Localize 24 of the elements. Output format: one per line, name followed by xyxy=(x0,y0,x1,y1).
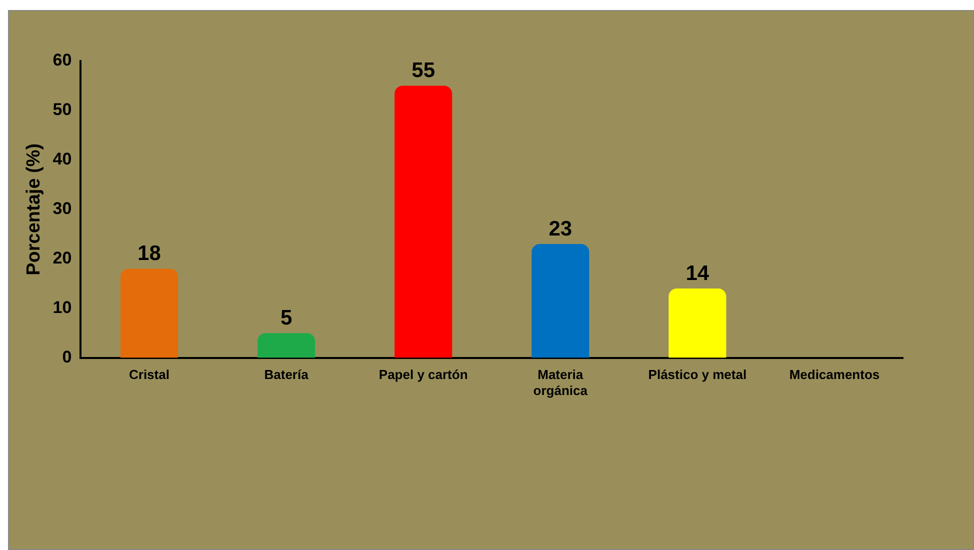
data-label: 18 xyxy=(138,242,162,266)
y-axis-title: Porcentaje (%) xyxy=(24,143,45,276)
data-label: 5 xyxy=(280,306,292,330)
x-tick-label: Materia orgánica xyxy=(533,367,588,398)
data-label: 23 xyxy=(548,217,572,240)
bar xyxy=(668,288,726,358)
data-label: 14 xyxy=(686,262,710,285)
y-tick-label: 30 xyxy=(52,199,72,218)
bar xyxy=(258,333,316,358)
y-tick-label: 50 xyxy=(52,100,72,120)
y-tick-label: 40 xyxy=(52,150,72,169)
data-label: 55 xyxy=(412,59,436,82)
bar xyxy=(532,244,590,358)
bar xyxy=(120,268,178,358)
bar xyxy=(394,86,452,358)
y-tick-label: 60 xyxy=(52,50,72,70)
x-tick-label: Plástico y metal xyxy=(648,367,747,382)
y-tick-label: 0 xyxy=(62,347,72,366)
y-tick-label: 20 xyxy=(52,248,72,268)
x-tick-label: Medicamentos xyxy=(789,367,880,382)
x-tick-label: Cristal xyxy=(129,367,170,382)
x-tick-label: Papel y cartón xyxy=(378,367,468,382)
x-tick-label: Batería xyxy=(264,367,310,382)
y-tick-label: 10 xyxy=(52,298,72,318)
